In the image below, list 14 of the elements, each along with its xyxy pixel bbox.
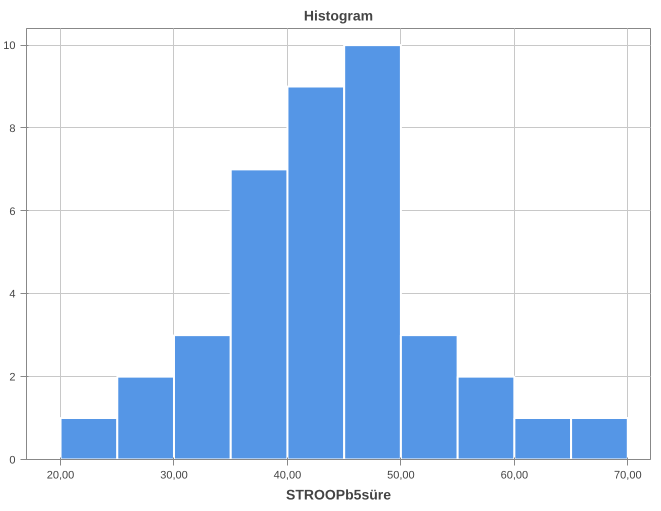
x-tick-label: 70,00 [614, 470, 642, 482]
x-tick-label: 20,00 [46, 470, 74, 482]
x-tick-label: 60,00 [500, 470, 528, 482]
x-tick-label: 30,00 [160, 470, 188, 482]
x-tick-label: 50,00 [387, 470, 415, 482]
y-tick-label: 0 [9, 454, 16, 466]
y-tick-label: 10 [3, 40, 16, 52]
x-axis-title: STROOPb5süre [286, 486, 392, 502]
y-tick-label: 6 [9, 206, 16, 218]
y-tick-label: 2 [9, 372, 16, 384]
x-tick-label: 40,00 [274, 470, 302, 482]
chart-title: Histogram [304, 8, 374, 24]
y-tick-label: 8 [9, 122, 16, 135]
y-tick-label: 4 [9, 288, 16, 301]
